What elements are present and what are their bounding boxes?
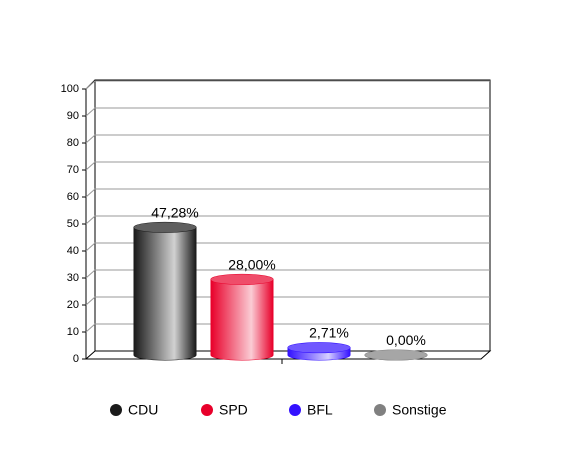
value-label: 2,71% <box>309 325 349 341</box>
value-label: 47,28% <box>151 204 198 220</box>
bars: 47,28% 28,00% 2,71% 0,00% <box>133 204 428 361</box>
legend-label: BFL <box>307 402 333 418</box>
grid-line <box>85 161 490 171</box>
y-tick-label: 70 <box>67 164 79 176</box>
y-tick-label: 0 <box>73 353 79 365</box>
value-label: 0,00% <box>386 332 426 348</box>
grid-line <box>85 188 490 198</box>
legend-marker <box>110 404 122 416</box>
y-tick-label: 40 <box>67 245 79 257</box>
legend-label: CDU <box>128 402 158 418</box>
bar-top <box>210 273 274 285</box>
legend-label: SPD <box>219 402 248 418</box>
y-tick-label: 30 <box>67 272 79 284</box>
y-tick-label: 100 <box>61 83 79 95</box>
value-label: 28,00% <box>228 256 275 272</box>
legend-marker <box>289 404 301 416</box>
bar-top <box>364 349 428 361</box>
bar-shine <box>211 279 273 360</box>
bar-top-shine <box>134 222 196 233</box>
y-tick-label: 10 <box>67 326 79 338</box>
bar-top <box>287 342 351 354</box>
y-tick-label: 80 <box>67 137 79 149</box>
legend: CDU SPD BFL Sonstige <box>110 402 447 418</box>
grid-line <box>85 296 490 306</box>
legend-marker <box>201 404 213 416</box>
grid-line <box>85 323 490 333</box>
bar-top-shine <box>288 342 350 353</box>
bar-top <box>133 221 197 233</box>
grid-line <box>85 269 490 279</box>
y-tick-label: 50 <box>67 218 79 230</box>
legend-label: Sonstige <box>392 402 447 418</box>
grid-line <box>85 80 490 90</box>
grid: 0 10 20 30 40 50 60 70 80 90 100 <box>61 80 490 365</box>
bar-shine <box>134 227 196 360</box>
legend-marker <box>374 404 386 416</box>
y-tick-label: 60 <box>67 191 79 203</box>
grid-line <box>85 242 490 252</box>
bar-top-shine <box>211 274 273 285</box>
grid-line <box>85 215 490 225</box>
grid-line <box>85 107 490 117</box>
grid-line <box>85 134 490 144</box>
y-tick-label: 20 <box>67 299 79 311</box>
bar-top-shine <box>365 350 427 360</box>
y-tick-label: 90 <box>67 110 79 122</box>
